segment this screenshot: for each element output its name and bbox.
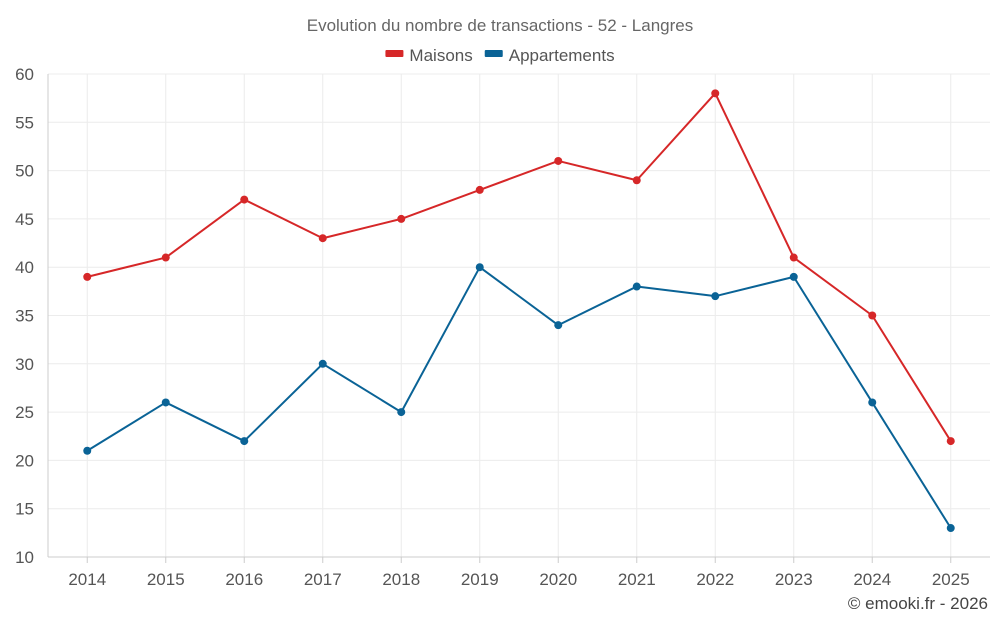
y-tick-label: 55 [15,113,34,132]
y-tick-label: 50 [15,162,34,181]
data-point [946,524,955,533]
data-point [83,446,92,455]
legend-label: Appartements [509,46,615,65]
data-point [397,408,406,417]
data-point [397,214,406,223]
series-line [87,92,952,442]
data-point [946,437,955,446]
series [83,89,955,533]
data-point [318,234,327,243]
x-tick-label: 2022 [696,570,734,589]
y-tick-label: 10 [15,548,34,567]
data-point [475,263,484,272]
y-tick-label: 45 [15,210,34,229]
x-tick-label: 2014 [68,570,106,589]
data-point [711,89,720,98]
series-line [86,266,952,529]
grid [48,73,990,557]
data-point [161,398,170,407]
x-tick-label: 2025 [932,570,970,589]
series-appartements [83,263,955,533]
data-point [318,359,327,368]
legend-swatch [385,50,404,57]
series-maisons [83,89,955,446]
x-tick-label: 2023 [775,570,813,589]
data-point [789,253,798,262]
x-tick-label: 2017 [304,570,342,589]
legend-item-maisons: Maisons [385,46,473,65]
x-tick-label: 2019 [461,570,499,589]
data-point [868,398,877,407]
data-point [240,437,249,446]
chart-title: Evolution du nombre de transactions - 52… [307,16,694,35]
y-tick-label: 25 [15,403,34,422]
x-tick-label: 2018 [382,570,420,589]
credit-text: © emooki.fr - 2026 [848,594,988,613]
legend-item-appartements: Appartements [484,46,615,65]
data-point [789,272,798,281]
legend-swatch [484,50,503,57]
y-tick-label: 35 [15,307,34,326]
data-point [83,272,92,281]
data-point [554,156,563,165]
x-tick-label: 2021 [618,570,656,589]
x-tick-label: 2016 [225,570,263,589]
data-point [161,253,170,262]
y-tick-label: 40 [15,258,34,277]
data-point [632,176,641,185]
x-tick-label: 2015 [147,570,185,589]
y-tick-label: 15 [15,500,34,519]
x-tick-label: 2020 [539,570,577,589]
data-point [554,321,563,330]
legend: Maisons Appartements [385,46,615,65]
data-point [475,185,484,194]
y-tick-label: 30 [15,355,34,374]
data-point [632,282,641,291]
data-point [868,311,877,320]
legend-label: Maisons [409,46,472,65]
data-point [240,195,249,204]
x-tick-label: 2024 [853,570,891,589]
y-tick-label: 20 [15,451,34,470]
y-tick-label: 60 [15,65,34,84]
data-point [711,292,720,301]
